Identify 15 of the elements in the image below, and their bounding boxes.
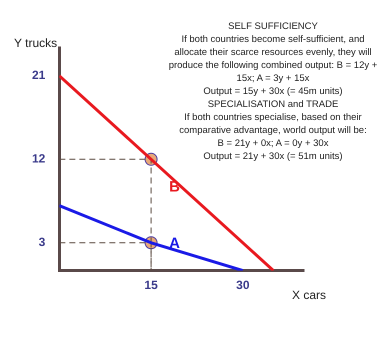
annotation: Output = 21y + 30x (= 51m units) (202, 150, 344, 163)
series-label: A (169, 234, 180, 252)
y-tick-label: 21 (32, 68, 46, 82)
y-tick-label: 3 (38, 235, 46, 250)
text: SELF SUFFICIENCY (227, 20, 319, 33)
x-tick-label: 15 (144, 278, 158, 292)
x-tick-label: 30 (236, 278, 250, 292)
x-axis-title: X cars (292, 288, 326, 302)
annotation: If both countries become self-sufficient, and allocate their scarce resources evenly, they will produce the following combined output: B = 12y + 15x; A = 3y + 15x (168, 33, 378, 85)
y-axis-title: Y trucks (14, 36, 58, 50)
annotation: SPECIALISATION and TRADE (206, 98, 340, 111)
annotation: B = 21y + 0x; A = 0y + 30x (216, 137, 330, 150)
annotation: If both countries specialise, based on their comparative advantage, world output will be: (178, 111, 368, 137)
annotation: Output = 15y + 30x (= 45m units) (202, 85, 344, 98)
y-tick-label: 12 (32, 152, 46, 166)
